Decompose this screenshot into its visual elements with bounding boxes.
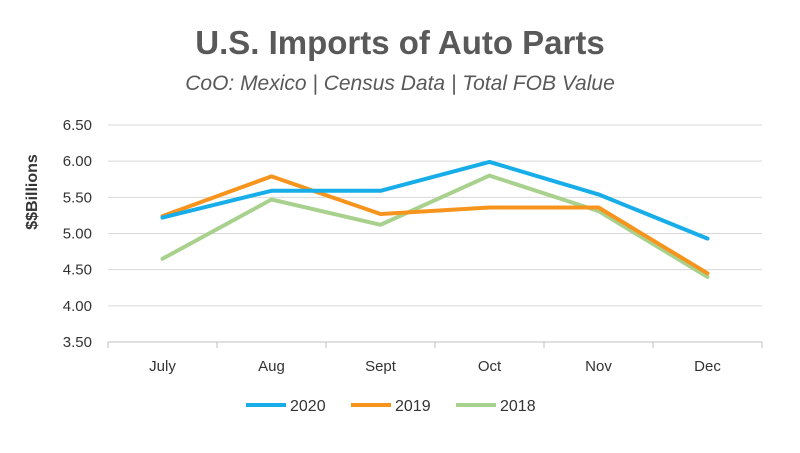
legend-label-2020: 2020 <box>290 398 326 415</box>
series-line-2018 <box>160 173 710 279</box>
x-tick-label: Dec <box>694 358 721 375</box>
series-line-2019 <box>160 174 710 276</box>
y-tick-label: 5.50 <box>63 189 92 206</box>
y-tick-label: 3.50 <box>63 334 92 351</box>
chart-title: U.S. Imports of Auto Parts <box>195 24 605 61</box>
y-axis-ticks: 3.50 4.00 4.50 5.00 5.50 6.00 6.50 <box>63 117 92 351</box>
gridlines <box>108 124 762 307</box>
legend-label-2019: 2019 <box>395 398 431 415</box>
y-tick-label: 6.50 <box>63 117 92 134</box>
series-line-2020 <box>160 159 710 241</box>
x-axis <box>107 341 763 348</box>
y-tick-label: 6.00 <box>63 153 92 170</box>
x-axis-ticks: July Aug Sept Oct Nov Dec <box>149 358 721 375</box>
x-tick-label: Aug <box>258 358 285 375</box>
y-axis-label: $$Billions <box>24 154 41 230</box>
legend: 2020 2019 2018 <box>246 398 536 415</box>
legend-label-2018: 2018 <box>500 398 536 415</box>
y-tick-label: 4.50 <box>63 262 92 279</box>
x-tick-label: Nov <box>585 358 612 375</box>
x-tick-label: Oct <box>478 358 502 375</box>
x-tick-label: July <box>149 358 176 375</box>
chart-subtitle: CoO: Mexico | Census Data | Total FOB Va… <box>185 72 615 95</box>
series-lines <box>160 159 710 279</box>
y-tick-label: 5.00 <box>63 226 92 243</box>
x-tick-label: Sept <box>365 358 397 375</box>
y-tick-label: 4.00 <box>63 298 92 315</box>
